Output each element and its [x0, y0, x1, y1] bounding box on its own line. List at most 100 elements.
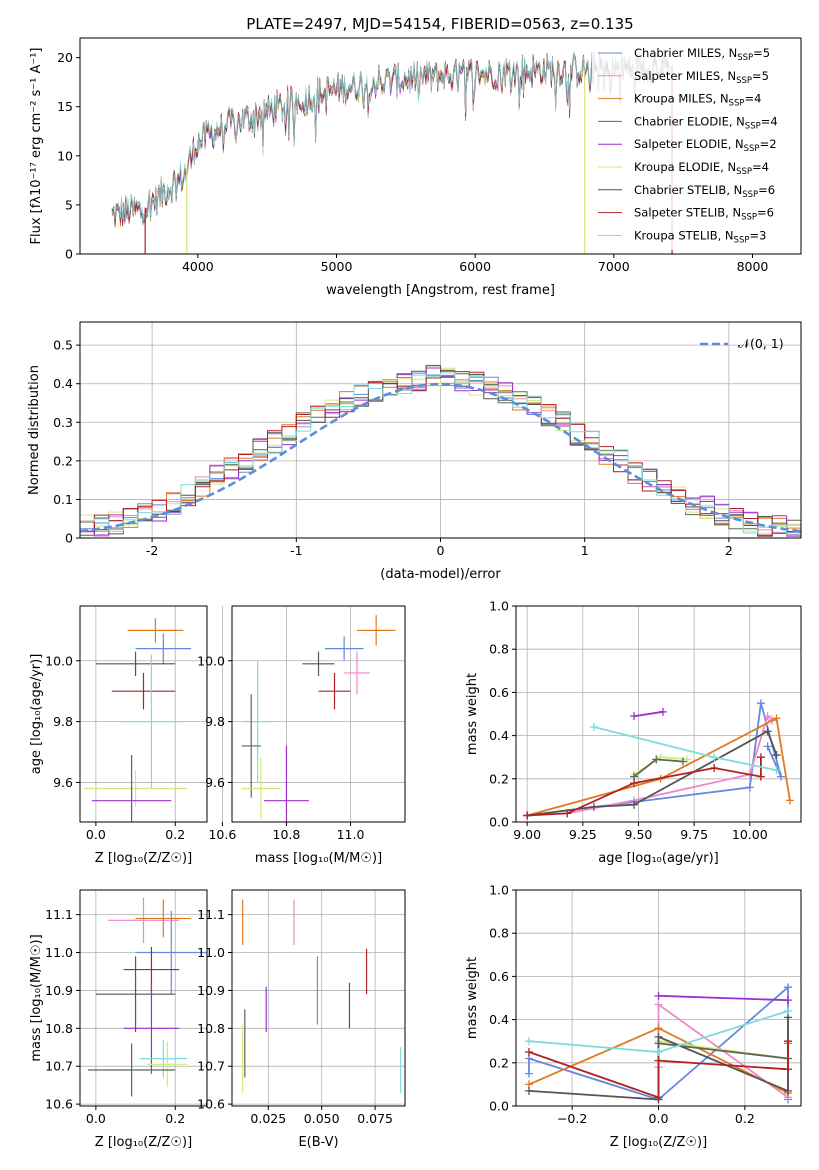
x-tick-label: 10.8 [273, 827, 301, 842]
y-tick-label: 0.0 [489, 815, 509, 830]
y-tick-label: 9.8 [53, 714, 73, 729]
x-tick-label: -1 [290, 543, 302, 558]
x-tick-label: -2 [146, 543, 158, 558]
gaussian-legend-label: 𝒩(0, 1) [738, 336, 784, 351]
y-tick-label: 1.0 [489, 883, 509, 898]
weight-marker-chabrier_stelib [784, 1086, 793, 1095]
legend-sub: SSP [744, 144, 760, 154]
legend-n: =5 [752, 69, 769, 83]
weight-marker-kroupa_stelib [784, 1006, 793, 1015]
x-tick-label: 0.0 [86, 827, 106, 842]
y-tick-label: 10.7 [197, 1059, 225, 1074]
weight-marker-salpeter_elodie [658, 707, 667, 716]
weight-marker-salpeter_stelib [756, 753, 765, 762]
weight-marker-chabrier_miles [763, 742, 772, 751]
weight-marker-chabrier_miles [784, 983, 793, 992]
legend-sub: SSP [745, 121, 761, 131]
legend-n: =4 [761, 114, 778, 128]
weight-marker-chabrier_elodie [652, 755, 661, 764]
panel-4 [221, 606, 405, 822]
y-tick-label: 0.4 [489, 728, 509, 743]
spectrum-line-kroupa_miles [111, 52, 670, 227]
legend-text: Chabrier STELIB, N [634, 183, 742, 197]
x-tick-label: 0.2 [165, 1111, 185, 1126]
plot-area [523, 699, 794, 820]
legend-text: Salpeter ELODIE, N [634, 137, 744, 151]
histogram-kroupa_stelib [80, 372, 801, 538]
y-tick-label: 10.8 [197, 1021, 225, 1036]
weight-line-chabrier_elodie [633, 758, 684, 778]
figure-title: PLATE=2497, MJD=54154, FIBERID=0563, z=0… [246, 15, 633, 33]
weight-marker-salpeter_stelib [654, 1093, 663, 1102]
y-tick-label: 0.8 [489, 642, 509, 657]
x-axis-label: E(B-V) [298, 1135, 338, 1150]
legend-text: Salpeter MILES, N [634, 69, 736, 83]
panel-2-axes: -2 -1 0 1 2 0 0.1 0.2 0.3 0.4 0.5 (data-model)/erro… [27, 321, 802, 582]
panel-5-axes: 9.00 9.25 9.50 9.75 10.00 0.0 0.2 0.4 0.6 0.8 1.0 a… [465, 599, 802, 866]
y-tick-label: 10.6 [45, 1097, 73, 1112]
weight-marker-chabrier_stelib [589, 802, 598, 811]
y-tick-label: 0.8 [489, 926, 509, 941]
y-tick-label: 11.1 [45, 907, 73, 922]
spectrum-line-salpeter_elodie [111, 51, 670, 225]
x-tick-label: 8000 [737, 259, 769, 274]
y-axis-label: mass weight [465, 673, 480, 755]
legend-sub: SSP [729, 99, 745, 109]
y-tick-label: 0.2 [53, 453, 73, 468]
y-tick-label: 10.7 [45, 1059, 73, 1074]
legend-sub: SSP [737, 53, 753, 63]
legend-label-chabrier_miles: Chabrier MILES, NSSP=5 [634, 46, 770, 63]
panel-5 [516, 605, 801, 823]
x-tick-label: 0.075 [357, 1111, 393, 1126]
weight-marker-kroupa_miles [772, 714, 781, 723]
weight-marker-chabrier_stelib [763, 727, 772, 736]
legend-text: Kroupa MILES, N [634, 92, 729, 106]
panel-3 [80, 606, 207, 822]
weight-marker-salpeter_stelib [523, 811, 532, 820]
weight-marker-salpeter_elodie [654, 991, 663, 1000]
weight-line-salpeter_elodie [658, 994, 789, 1002]
y-tick-label: 10.0 [197, 653, 225, 668]
weight-marker-chabrier_stelib [524, 1086, 533, 1095]
weight-marker-kroupa_miles [654, 1024, 663, 1033]
panel-6 [80, 890, 207, 1106]
panel-8 [516, 889, 801, 1107]
y-tick-label: 0.4 [489, 1012, 509, 1027]
legend-sub: SSP [734, 235, 750, 245]
y-tick-label: 0.2 [489, 771, 509, 786]
y-tick-label: 0.6 [489, 685, 509, 700]
x-axis-label: Z [log₁₀(Z/Z☉)] [610, 1135, 707, 1150]
legend-sub: SSP [742, 190, 758, 200]
weight-marker-salpeter_stelib [784, 1037, 793, 1046]
x-tick-label: 4000 [182, 259, 214, 274]
y-tick-label: 0.4 [53, 376, 73, 391]
x-axis-label: age [log₁₀(age/yr)] [598, 851, 719, 866]
weight-marker-kroupa_stelib [524, 1037, 533, 1046]
x-tick-label: 0.0 [649, 1111, 669, 1126]
weight-marker-salpeter_miles [654, 1000, 663, 1009]
weight-marker-salpeter_stelib [654, 1056, 663, 1065]
panel-1 [111, 47, 673, 254]
axes-frame [231, 605, 406, 823]
spectrum-line-kroupa_stelib [111, 49, 670, 224]
weight-marker-salpeter_stelib [710, 764, 719, 772]
panel-7 [232, 890, 405, 1106]
y-axis-label: Normed distribution [27, 365, 42, 495]
y-tick-label: 20 [57, 50, 73, 65]
x-tick-label: 1 [581, 543, 589, 558]
weight-marker-salpeter_stelib [630, 779, 639, 788]
panel-1-axes: 4000 5000 6000 7000 8000 0 5 10 15 20 wavelength [… [29, 37, 802, 298]
legend-box [592, 44, 796, 250]
y-tick-label: 0.1 [53, 492, 73, 507]
weight-marker-kroupa_stelib [654, 1048, 663, 1056]
weight-line-kroupa_miles [526, 716, 791, 817]
x-tick-label: 9.25 [569, 827, 597, 842]
y-tick-label: 0 [65, 247, 73, 262]
plot-area [83, 618, 192, 822]
panel-3-axes: 0.0 0.2 9.6 9.8 10.0 Z [log₁₀(Z/Z☉)] age [log₁… [29, 605, 208, 866]
legend-n: =4 [752, 160, 769, 174]
plot-area [111, 47, 673, 254]
plot-area [524, 983, 793, 1104]
y-tick-label: 10 [57, 148, 73, 163]
